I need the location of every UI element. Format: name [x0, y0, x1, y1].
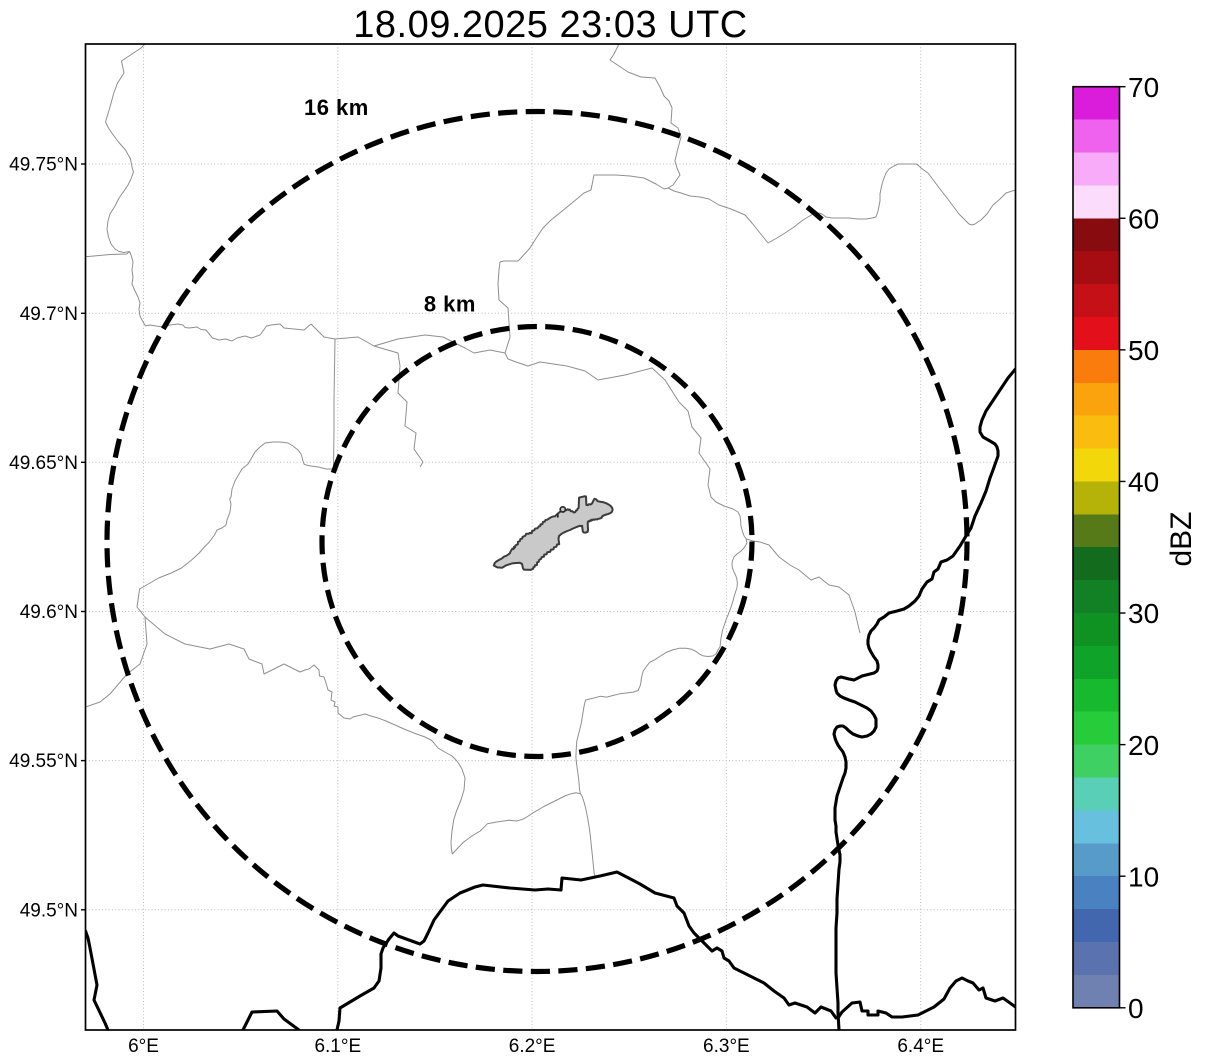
- svg-text:40: 40: [1128, 467, 1159, 498]
- svg-text:49.5°N: 49.5°N: [20, 900, 78, 921]
- svg-text:16 km: 16 km: [304, 95, 369, 120]
- svg-text:dBZ: dBZ: [1165, 511, 1198, 566]
- svg-text:49.75°N: 49.75°N: [9, 155, 78, 176]
- svg-text:20: 20: [1128, 730, 1159, 761]
- svg-text:49.55°N: 49.55°N: [9, 751, 78, 772]
- svg-text:8 km: 8 km: [424, 291, 476, 316]
- svg-text:50: 50: [1128, 335, 1159, 366]
- svg-text:49.7°N: 49.7°N: [20, 304, 78, 325]
- svg-text:18.09.2025 23:03 UTC: 18.09.2025 23:03 UTC: [353, 4, 748, 46]
- svg-text:6.4°E: 6.4°E: [897, 1036, 944, 1057]
- svg-text:10: 10: [1128, 861, 1159, 892]
- svg-text:49.6°N: 49.6°N: [20, 602, 78, 623]
- svg-text:49.65°N: 49.65°N: [9, 453, 78, 474]
- svg-text:6°E: 6°E: [128, 1036, 159, 1057]
- svg-text:70: 70: [1128, 72, 1159, 103]
- svg-text:6.2°E: 6.2°E: [509, 1036, 556, 1057]
- svg-text:6.1°E: 6.1°E: [314, 1036, 361, 1057]
- svg-text:6.3°E: 6.3°E: [703, 1036, 750, 1057]
- svg-text:60: 60: [1128, 204, 1159, 235]
- svg-text:0: 0: [1128, 993, 1144, 1024]
- svg-text:30: 30: [1128, 598, 1159, 629]
